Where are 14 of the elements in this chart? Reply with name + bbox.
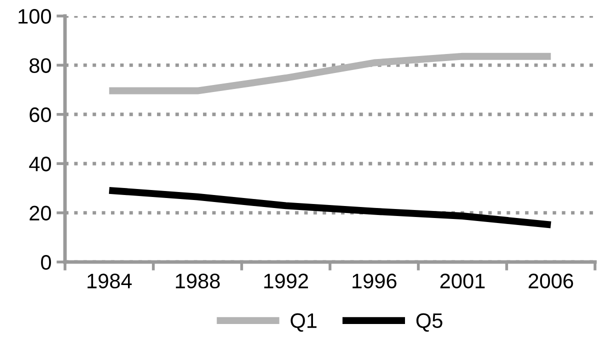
x-tick-label: 1996 [352, 274, 396, 288]
y-tick-label: 20 [30, 206, 51, 221]
x-tick-label: 2001 [440, 274, 485, 288]
x-tick-label: 1992 [264, 274, 308, 288]
legend-label: Q5 [416, 313, 442, 332]
legend-label: Q1 [290, 313, 316, 332]
y-tick-label: 100 [18, 9, 51, 24]
y-tick-label: 0 [41, 255, 51, 270]
x-tick-label: 1984 [88, 274, 132, 288]
y-tick-label: 40 [29, 156, 51, 172]
y-tick-label: 80 [30, 58, 51, 73]
x-tick-label: 2006 [528, 274, 574, 288]
x-tick-label: 1988 [176, 274, 220, 288]
y-tick-label: 60 [30, 107, 51, 122]
